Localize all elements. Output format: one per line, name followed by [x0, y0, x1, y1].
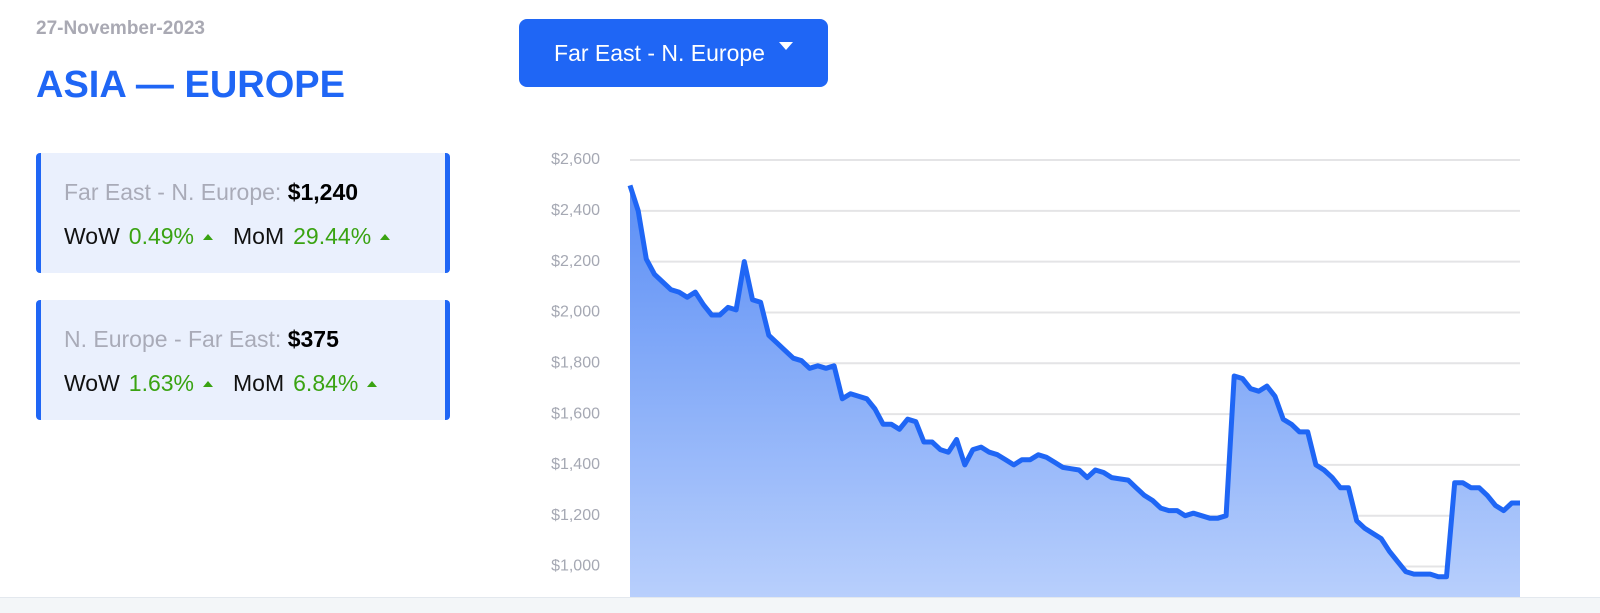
mom-label: MoM [233, 223, 285, 249]
card-heading: N. Europe - Far East: $375 [64, 326, 339, 353]
y-tick-label: $1,800 [551, 354, 600, 371]
mom-value: 6.84% [293, 370, 359, 396]
y-tick-label: $1,400 [551, 456, 600, 473]
line [627, 184, 1520, 580]
caret-icon [778, 42, 793, 50]
y-tick-label: $2,400 [551, 202, 600, 219]
card-label: Far East - N. Europe: [64, 179, 282, 205]
wow-value: 1.63% [128, 370, 195, 396]
card-heading: Far East - N. Europe: $1,240 [64, 179, 358, 206]
y-tick-label: $2,600 [551, 151, 600, 168]
card-changes: WoW 1.63% MoM 6.84% [64, 370, 397, 397]
area [630, 185, 1520, 597]
y-tick-label: $1,000 [551, 558, 600, 575]
card-value: $1,240 [287, 179, 359, 205]
up-arrow [203, 233, 214, 240]
wow-label: WoW [64, 223, 120, 249]
page-title: ASIA — EUROPE [36, 64, 345, 106]
y-tick-label: $2,000 [551, 304, 600, 321]
wow-value: 0.49% [128, 223, 195, 249]
wow-label: WoW [64, 370, 120, 396]
card-label: N. Europe - Far East: [64, 326, 282, 352]
bottom-bar [0, 597, 1600, 613]
rate-card: Far East - N. Europe: $1,240 WoW 0.49% Mo… [36, 153, 450, 273]
card-changes: WoW 0.49% MoM 29.44% [64, 223, 410, 250]
y-tick-label: $1,200 [551, 507, 600, 524]
rate-card: N. Europe - Far East: $375 WoW 1.63% MoM 6… [36, 300, 450, 420]
mom-value: 29.44% [293, 223, 372, 249]
up-arrow [203, 380, 214, 387]
date: 27-November-2023 [36, 18, 205, 39]
route-dropdown[interactable]: Far East - N. Europe [519, 19, 828, 87]
dropdown-label: Far East - N. Europe [554, 39, 765, 66]
card-value: $375 [287, 326, 339, 352]
y-tick-label: $1,600 [551, 405, 600, 422]
mom-label: MoM [233, 370, 285, 396]
chart: $1,000 $1,200 $1,400 $1,600 $1,800 $2,000 $2,2… [551, 151, 1520, 597]
up-arrow [367, 380, 378, 387]
y-tick-label: $2,200 [551, 253, 600, 270]
up-arrow [380, 233, 391, 240]
